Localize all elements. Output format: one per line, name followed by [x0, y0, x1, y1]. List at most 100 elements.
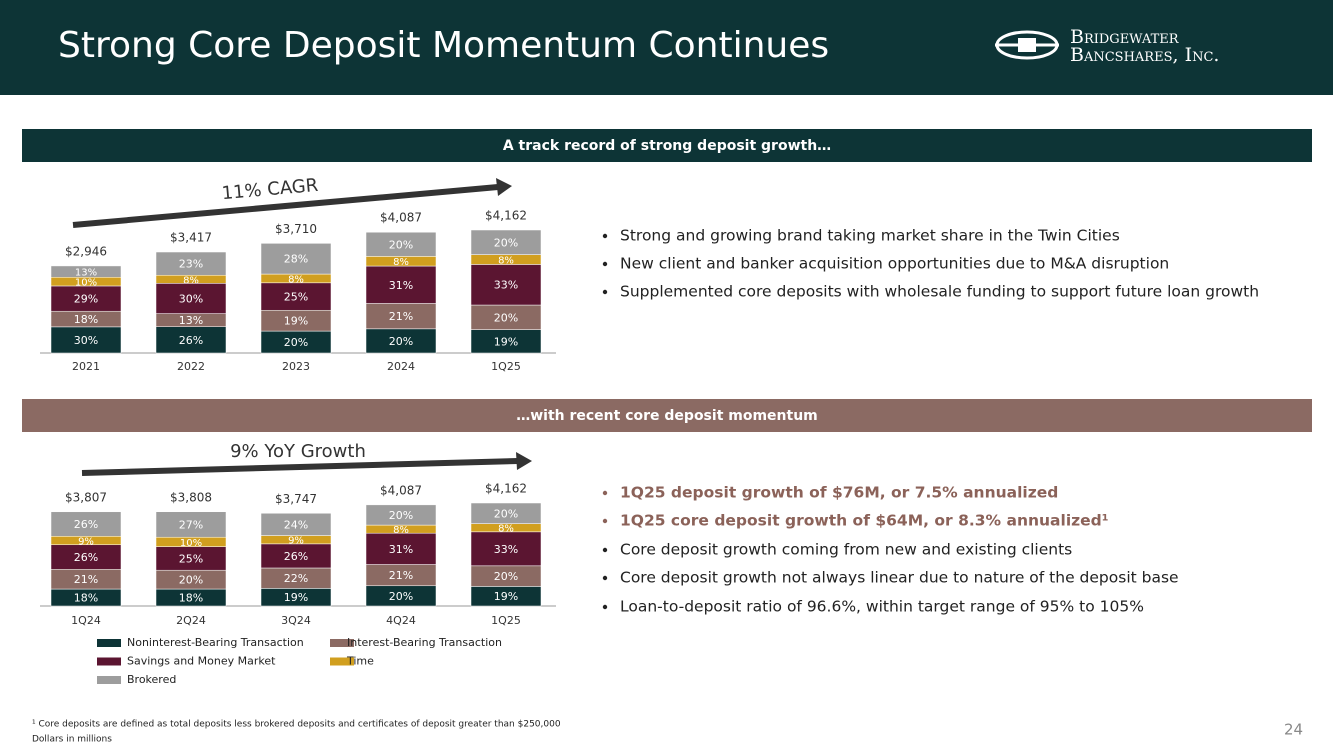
- segment-label: 8%: [498, 256, 514, 267]
- total-label: $4,087: [380, 483, 422, 497]
- logo-text: Bancshares, Inc.: [1070, 44, 1219, 66]
- segment-label: 31%: [389, 543, 413, 556]
- segment-label: 33%: [494, 279, 518, 292]
- segment-label: 20%: [494, 311, 518, 324]
- x-tick-label: 2022: [177, 360, 205, 373]
- segment-label: 26%: [284, 550, 308, 563]
- segment-label: 21%: [74, 573, 98, 586]
- segment-label: 23%: [179, 258, 203, 271]
- footnote: ¹ Core deposits are defined as total dep…: [32, 720, 561, 730]
- bar-segment: [470, 304, 542, 330]
- total-label: $4,162: [485, 482, 527, 496]
- segment-label: 26%: [179, 334, 203, 347]
- segment-label: 19%: [494, 590, 518, 603]
- footnote: Dollars in millions: [32, 735, 112, 745]
- slide-title: Strong Core Deposit Momentum Continues: [58, 25, 829, 66]
- segment-label: 8%: [498, 524, 514, 535]
- arrow: [72, 184, 499, 228]
- segment-label: 13%: [179, 314, 203, 327]
- segment-label: 31%: [389, 279, 413, 292]
- bar-segment: [50, 326, 122, 354]
- bullet-text: Core deposit growth coming from new and …: [620, 541, 1072, 559]
- bar-segment: [155, 283, 227, 314]
- segment-label: 30%: [179, 292, 203, 305]
- x-tick-label: 1Q25: [491, 360, 521, 373]
- bar-segment: [50, 285, 122, 312]
- segment-label: 27%: [179, 518, 203, 531]
- segment-label: 20%: [494, 236, 518, 249]
- total-label: $3,710: [275, 222, 317, 236]
- x-tick-label: 2023: [282, 360, 310, 373]
- segment-label: 20%: [389, 509, 413, 522]
- segment-label: 18%: [74, 592, 98, 605]
- bar-segment: [50, 544, 122, 570]
- bar-segment: [260, 543, 332, 569]
- segment-label: 29%: [74, 293, 98, 306]
- bar-segment: [365, 231, 437, 257]
- logo-text: Bridgewater: [1070, 26, 1180, 48]
- segment-label: 10%: [180, 538, 202, 549]
- bullet-dot: [602, 575, 608, 581]
- legend-swatch: [97, 639, 121, 647]
- segment-label: 22%: [284, 572, 308, 585]
- bar-segment: [470, 531, 542, 567]
- bar-segment: [155, 326, 227, 354]
- bar-segment: [260, 513, 332, 536]
- segment-label: 9%: [288, 536, 304, 547]
- segment-label: 18%: [74, 313, 98, 326]
- header-bar: [0, 0, 1333, 95]
- bullet-text: Strong and growing brand taking market s…: [620, 227, 1120, 245]
- segment-label: 26%: [74, 518, 98, 531]
- legend-label: Interest-Bearing Transaction: [347, 636, 502, 649]
- segment-label: 26%: [74, 551, 98, 564]
- legend-label: Time: [346, 655, 374, 668]
- total-label: $3,807: [65, 490, 107, 504]
- section-title: A track record of strong deposit growth…: [503, 138, 831, 154]
- legend-label: Noninterest-Bearing Transaction: [127, 636, 304, 649]
- bullet-text: Core deposit growth not always linear du…: [620, 569, 1179, 587]
- segment-label: 18%: [179, 592, 203, 605]
- segment-label: 19%: [494, 335, 518, 348]
- section-bar: [22, 129, 1312, 162]
- segment-label: 10%: [75, 278, 97, 289]
- bullet-text: New client and banker acquisition opport…: [620, 255, 1169, 273]
- bar-segment: [260, 282, 332, 311]
- bar-segment: [50, 265, 122, 278]
- x-tick-label: 1Q25: [491, 614, 521, 627]
- x-tick-label: 2Q24: [176, 614, 206, 627]
- segment-label: 21%: [389, 310, 413, 323]
- segment-label: 25%: [179, 552, 203, 565]
- segment-label: 21%: [389, 569, 413, 582]
- x-tick-label: 2021: [72, 360, 100, 373]
- bar-segment: [470, 264, 542, 306]
- bullet-text: Loan-to-deposit ratio of 96.6%, within t…: [620, 598, 1144, 616]
- segment-label: 20%: [389, 335, 413, 348]
- segment-label: 33%: [494, 543, 518, 556]
- legend-swatch: [97, 676, 121, 684]
- total-label: $2,946: [65, 244, 107, 258]
- x-tick-label: 3Q24: [281, 614, 311, 627]
- legend-swatch: [330, 657, 354, 666]
- bar-segment: [470, 502, 542, 524]
- total-label: $3,808: [170, 490, 212, 504]
- arrow-head: [516, 452, 532, 470]
- x-tick-label: 4Q24: [386, 614, 416, 627]
- segment-label: 20%: [179, 574, 203, 587]
- segment-label: 8%: [183, 275, 199, 286]
- bullet-text: 1Q25 core deposit growth of $64M, or 8.3…: [620, 512, 1109, 530]
- total-label: $4,087: [380, 211, 422, 225]
- section-bar: [22, 399, 1312, 432]
- bullet-dot: [602, 490, 608, 496]
- bullet-dot: [602, 547, 608, 553]
- segment-label: 20%: [389, 238, 413, 251]
- segment-label: 9%: [78, 537, 94, 548]
- x-tick-label: 2024: [387, 360, 415, 373]
- bullet-dot: [602, 233, 608, 239]
- segment-label: 25%: [284, 291, 308, 304]
- segment-label: 20%: [389, 590, 413, 603]
- bar-segment: [155, 251, 227, 276]
- segment-label: 30%: [74, 334, 98, 347]
- segment-label: 24%: [284, 518, 308, 531]
- bar-segment: [50, 511, 122, 537]
